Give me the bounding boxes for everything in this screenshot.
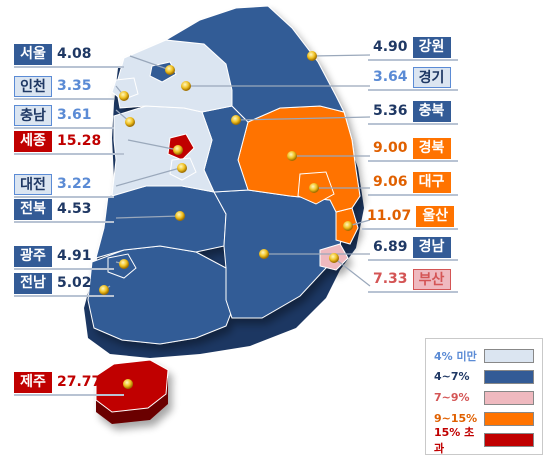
legend-item: 15% 초과 xyxy=(434,426,534,455)
pin-icon xyxy=(343,221,353,231)
label-jeonbuk: 전북 4.53 xyxy=(14,198,114,223)
pin-icon xyxy=(329,253,339,263)
region-name: 대구 xyxy=(412,171,451,193)
region-value: 5.02 xyxy=(57,274,92,291)
region-value: 6.89 xyxy=(373,238,408,255)
legend-item: 4% 미만 xyxy=(434,345,534,366)
label-chungbuk: 5.36 충북 xyxy=(368,100,458,125)
region-name: 광주 xyxy=(14,245,52,267)
region-name: 전북 xyxy=(14,198,52,220)
label-incheon: 인천 3.35 xyxy=(14,75,114,100)
legend-swatch xyxy=(484,348,534,363)
region-value: 27.77 xyxy=(57,373,102,390)
region-value: 3.61 xyxy=(57,106,92,123)
region-value: 4.91 xyxy=(57,247,92,264)
legend-label: 7~9% xyxy=(434,391,470,404)
legend-label: 15% 초과 xyxy=(434,425,475,455)
region-name: 전남 xyxy=(14,272,52,294)
region-name: 경기 xyxy=(412,66,451,88)
region-gangwon xyxy=(164,5,345,123)
pin-icon xyxy=(177,163,187,173)
legend-item: 7~9% xyxy=(434,387,534,408)
region-name: 대전 xyxy=(14,173,52,195)
region-name: 충남 xyxy=(14,104,52,126)
label-busan: 7.33 부산 xyxy=(368,268,458,293)
label-gwangju: 광주 4.91 xyxy=(14,245,114,270)
legend-label: 4% 미만 xyxy=(434,349,477,363)
pin-icon xyxy=(175,211,185,221)
pin-icon xyxy=(125,117,135,127)
pin-icon xyxy=(165,65,175,75)
pin-icon xyxy=(173,145,183,155)
region-name: 경북 xyxy=(412,137,451,159)
legend-swatch xyxy=(484,432,534,447)
region-value: 11.07 xyxy=(367,207,412,224)
label-chungnam: 충남 3.61 xyxy=(14,104,114,129)
pin-icon xyxy=(307,51,317,61)
pin-icon xyxy=(119,91,129,101)
region-value: 7.33 xyxy=(373,270,408,287)
region-value: 9.00 xyxy=(373,139,408,156)
legend-swatch xyxy=(484,411,534,426)
label-jeonnam: 전남 5.02 xyxy=(14,272,114,297)
region-value: 15.28 xyxy=(57,132,102,149)
region-value: 4.08 xyxy=(57,45,92,62)
region-value: 3.64 xyxy=(373,68,408,85)
pin-icon xyxy=(181,81,191,91)
label-gyeongbuk: 9.00 경북 xyxy=(368,137,458,162)
pin-icon xyxy=(287,151,297,161)
pin-icon xyxy=(231,115,241,125)
location-pins xyxy=(99,51,353,389)
region-incheon xyxy=(111,77,139,101)
region-name: 인천 xyxy=(14,75,52,97)
region-value: 5.36 xyxy=(373,102,408,119)
pin-icon xyxy=(259,249,269,259)
label-jeju: 제주 27.77 xyxy=(14,371,124,396)
label-daegu: 9.06 대구 xyxy=(368,171,458,196)
legend: 4% 미만 4~7% 7~9% 9~15% 15% 초과 xyxy=(425,338,543,455)
legend-label: 4~7% xyxy=(434,370,470,383)
legend-swatch xyxy=(484,369,534,384)
label-gyeongnam: 6.89 경남 xyxy=(368,236,458,261)
region-name: 세종 xyxy=(14,130,52,152)
label-gangwon: 4.90 강원 xyxy=(368,36,458,61)
legend-label: 9~15% xyxy=(434,412,478,425)
region-name: 충북 xyxy=(412,100,451,122)
legend-item: 4~7% xyxy=(434,366,534,387)
region-name: 경남 xyxy=(412,236,451,258)
region-name: 울산 xyxy=(416,205,455,227)
region-value: 3.22 xyxy=(57,175,92,192)
region-value: 3.35 xyxy=(57,77,92,94)
label-sejong: 세종 15.28 xyxy=(14,130,124,155)
region-name: 강원 xyxy=(412,36,451,58)
label-seoul: 서울 4.08 xyxy=(14,43,124,68)
label-ulsan: 11.07 울산 xyxy=(362,205,458,230)
pin-icon xyxy=(99,285,109,295)
pin-icon xyxy=(119,259,129,269)
legend-item: 9~15% xyxy=(434,408,534,429)
label-gyeonggi: 3.64 경기 xyxy=(368,66,458,91)
region-value: 9.06 xyxy=(373,173,408,190)
label-daejeon: 대전 3.22 xyxy=(14,173,114,198)
region-name: 제주 xyxy=(14,371,52,393)
legend-swatch xyxy=(484,390,534,405)
region-value: 4.90 xyxy=(373,38,408,55)
pin-icon xyxy=(309,183,319,193)
pin-icon xyxy=(123,379,133,389)
region-name: 서울 xyxy=(14,43,52,65)
region-name: 부산 xyxy=(412,268,451,290)
region-value: 4.53 xyxy=(57,200,92,217)
